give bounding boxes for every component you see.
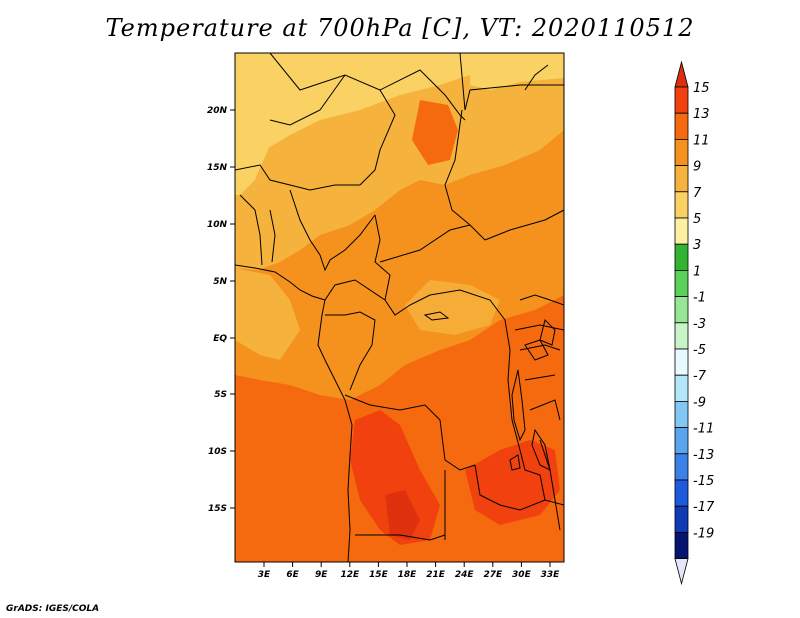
lon-tick-label: 9E <box>315 570 328 580</box>
lon-tick-label: 30E <box>512 570 532 580</box>
colorbar-swatch <box>674 269 689 297</box>
lon-tick-label: 24E <box>455 570 475 580</box>
lat-tick-label: EQ <box>213 334 227 344</box>
field-13-15-c <box>385 490 420 540</box>
field-11-13-north <box>412 100 458 165</box>
lon-tick-label: 3E <box>258 570 271 580</box>
colorbar-label: -19 <box>693 526 714 541</box>
grads-credit: GrADS: IGES/COLA <box>6 604 100 614</box>
lon-tick-label: 15E <box>369 570 389 580</box>
map-frame <box>234 52 565 563</box>
colorbar-swatch <box>674 243 689 271</box>
colorbar-label: -13 <box>693 448 714 463</box>
colorbar-label: -1 <box>693 291 706 306</box>
colorbar-label: -17 <box>693 500 715 515</box>
field-5-7 <box>235 53 470 175</box>
colorbar-label: 9 <box>693 160 701 175</box>
lat-tick-label: 5N <box>213 277 227 287</box>
colorbar-swatch <box>674 532 689 560</box>
colorbar-label: 3 <box>693 238 701 253</box>
colorbar-swatch <box>674 217 689 245</box>
colorbar-label: -3 <box>693 317 706 332</box>
colorbar-swatch <box>674 479 689 507</box>
colorbar-label: 5 <box>693 212 701 227</box>
colorbar-label: -11 <box>693 422 714 437</box>
field-5-7-nw <box>235 110 270 195</box>
colorbar-swatch <box>674 112 689 140</box>
colorbar-under-arrow <box>674 558 689 586</box>
colorbar-swatch <box>674 453 689 481</box>
colorbar-label: 13 <box>693 107 710 122</box>
colorbar-swatch <box>674 427 689 455</box>
colorbar-label: 11 <box>693 133 710 148</box>
colorbar-swatch <box>674 400 689 428</box>
field-7-9-central <box>405 280 500 335</box>
colorbar-label: 1 <box>693 264 701 279</box>
colorbar-label: -9 <box>693 395 706 410</box>
colorbar-label: -5 <box>693 343 706 358</box>
colorbar-over-arrow <box>674 60 689 88</box>
colorbar-swatch <box>674 138 689 166</box>
colorbar-swatch <box>674 505 689 533</box>
lon-tick-label: 18E <box>398 570 418 580</box>
colorbar-swatch <box>674 86 689 114</box>
lat-tick-label: 15S <box>208 504 227 514</box>
map-title: Temperature at 700hPa [C], VT: 202011051… <box>105 14 695 42</box>
colorbar-swatch <box>674 191 689 219</box>
lon-tick-label: 27E <box>483 570 503 580</box>
latitude-axis: 20N 15N 10N 5N EQ 5S 10S 15S <box>207 106 235 514</box>
lat-tick-label: 10N <box>207 220 228 230</box>
field-7-9-west <box>235 268 300 360</box>
coastline-west <box>235 264 353 562</box>
lon-tick-label: 33E <box>541 570 561 580</box>
colorbar-label: 15 <box>693 81 710 96</box>
lat-tick-label: 10S <box>208 447 227 457</box>
colorbar-swatch <box>674 322 689 350</box>
country-borders <box>235 53 564 562</box>
lat-tick-label: 20N <box>207 106 228 116</box>
colorbar-label: -15 <box>693 474 714 489</box>
longitude-axis: 3E 6E 9E 12E 15E 18E 21E 24E 27E 30E 33E <box>258 562 560 580</box>
colorbar-label: 7 <box>693 186 702 201</box>
colorbar-swatch <box>674 296 689 324</box>
lat-tick-label: 5S <box>214 390 227 400</box>
temperature-field <box>235 53 564 562</box>
lon-tick-label: 12E <box>340 570 360 580</box>
lon-tick-label: 21E <box>426 570 446 580</box>
field-5-7-ne <box>470 53 564 90</box>
lon-tick-label: 6E <box>286 570 299 580</box>
field-13-15-a <box>350 410 440 545</box>
lat-tick-label: 15N <box>207 163 228 173</box>
colorbar-swatch <box>674 165 689 193</box>
colorbar-swatch <box>674 348 689 376</box>
colorbar: 15 13 11 9 7 5 3 1 -1 -3 -5 -7 -9 -11 -13 -15 -17 -19 <box>674 60 715 586</box>
colorbar-label: -7 <box>693 369 707 384</box>
colorbar-swatch <box>674 374 689 402</box>
